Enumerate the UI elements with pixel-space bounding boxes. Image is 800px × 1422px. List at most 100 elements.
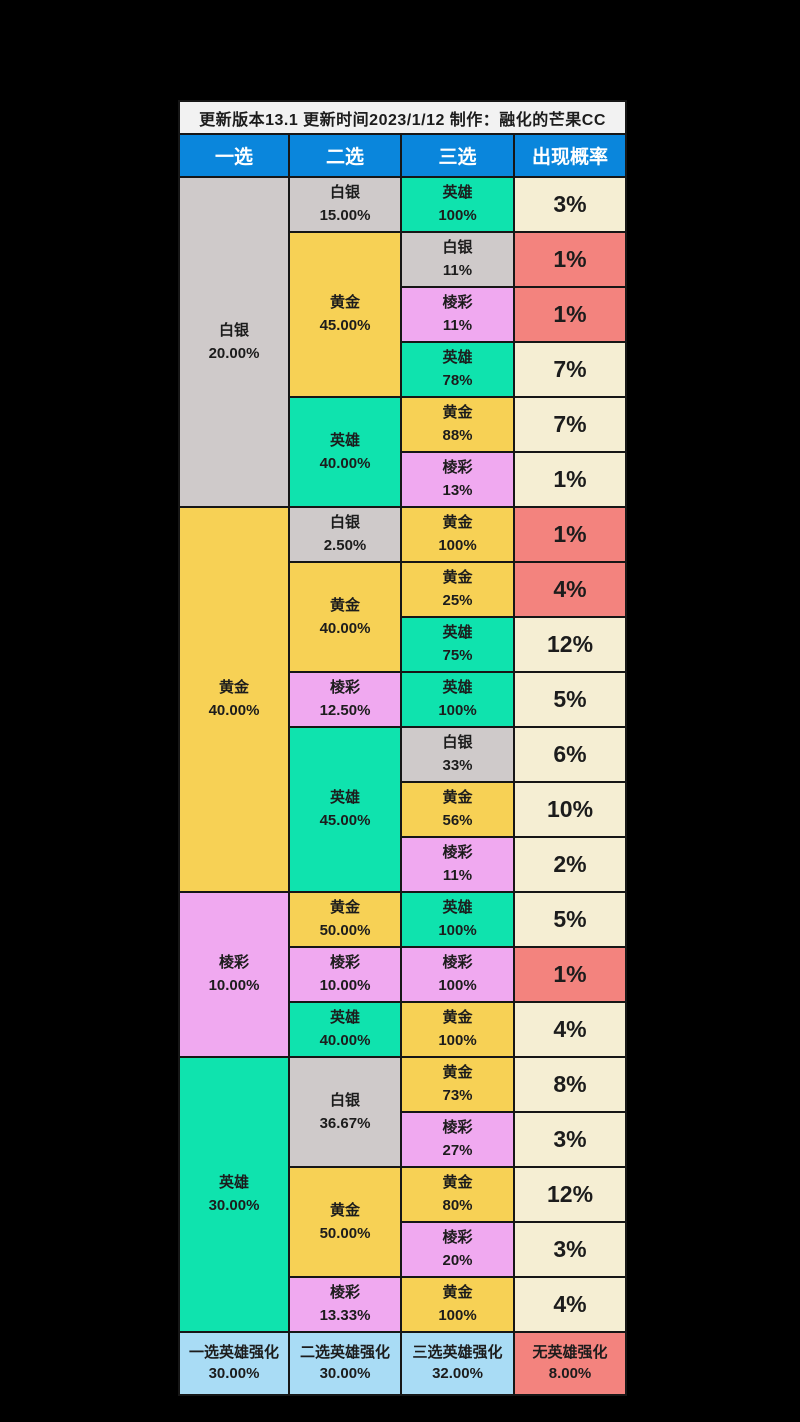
choice2-cell-percentage: 45.00% <box>319 812 371 829</box>
choice2-cell: 英雄 40.00% <box>288 396 402 508</box>
probability-cell: 3% <box>512 176 628 233</box>
footer-summary-percentage: 32.00% <box>432 1365 483 1382</box>
choice3-cell-percentage: 100% <box>438 537 477 554</box>
choice3-cell-label: 棱彩 <box>442 954 473 971</box>
table-row: 英雄 78% 7% <box>179 341 628 398</box>
choice3-cell-percentage: 75% <box>442 647 473 664</box>
choice3-cell-label: 白银 <box>442 734 473 751</box>
footer-summary-label: 三选英雄强化 <box>412 1344 503 1361</box>
choice1-cell-percentage: 20.00% <box>208 344 260 362</box>
footer-summary-label: 无英雄强化 <box>532 1344 608 1361</box>
probability-cell: 7% <box>512 396 628 453</box>
choice3-cell-label: 棱彩 <box>442 459 473 476</box>
choice3-cell: 英雄 75% <box>400 616 515 673</box>
probability-cell: 1% <box>512 451 628 508</box>
choice1-cell-label: 英雄 <box>218 1174 249 1191</box>
choice2-cell: 黄金 50.00% <box>288 891 402 948</box>
table-row: 英雄 30.00% 白银 36.67% 黄金 73% 8% <box>178 1056 628 1333</box>
choice3-cell-label: 棱彩 <box>442 1229 473 1246</box>
choice2-cell-label: 白银 <box>329 184 360 201</box>
choice2-cell-percentage: 45.00% <box>319 317 371 334</box>
choice3-cell: 黄金 73% <box>400 1056 515 1113</box>
choice2-cell: 英雄 45.00% <box>288 726 402 893</box>
table-title: 更新版本13.1 更新时间2023/1/12 制作：融化的芒果CC <box>177 100 628 135</box>
choice3-cell-percentage: 20% <box>442 1252 473 1269</box>
choice3-cell-label: 黄金 <box>442 1009 473 1026</box>
table-row: 棱彩 27% 3% <box>179 1111 628 1168</box>
column-header-choice3: 三选 <box>400 133 515 178</box>
choice1-cell: 黄金 40.00% <box>178 506 290 893</box>
choice3-cell-percentage: 25% <box>442 592 473 609</box>
table-row: 棱彩 11% 1% <box>179 286 628 343</box>
probability-cell: 7% <box>512 341 628 398</box>
footer-summary-cell-3: 三选英雄强化 32.00% <box>400 1331 515 1396</box>
choice3-cell-percentage: 88% <box>442 427 473 444</box>
choice2-cell-percentage: 15.00% <box>319 207 371 224</box>
choice3-cell: 英雄 78% <box>400 341 515 398</box>
choice3-cell-label: 黄金 <box>442 1064 473 1081</box>
table-row: 棱彩 10.00% 棱彩 100% 1% <box>179 946 628 1003</box>
probability-cell: 12% <box>512 1166 628 1223</box>
choice3-cell-percentage: 27% <box>442 1142 473 1159</box>
choice3-cell-label: 黄金 <box>442 514 473 531</box>
choice3-cell: 白银 11% <box>400 231 515 288</box>
choice1-cell-label: 白银 <box>218 321 249 339</box>
table-row: 黄金 50.00% 黄金 80% 12% <box>179 1166 628 1278</box>
choice3-cell: 黄金 100% <box>400 1001 515 1058</box>
choice2-cell-label: 棱彩 <box>329 679 360 696</box>
header-row: 一选 二选 三选 出现概率 <box>178 133 628 178</box>
choice2-cell-label: 黄金 <box>329 294 360 311</box>
choice3-cell-label: 棱彩 <box>442 844 473 861</box>
choice1-cell-percentage: 40.00% <box>208 702 260 719</box>
choice3-cell: 棱彩 11% <box>400 286 515 343</box>
table-row: 黄金 40.00% 白银 2.50% 黄金 100% 1% <box>178 506 628 893</box>
choice3-cell-label: 英雄 <box>442 899 473 916</box>
probability-cell: 4% <box>512 1276 628 1333</box>
probability-cell: 12% <box>512 616 628 673</box>
probability-cell: 2% <box>512 836 628 893</box>
footer-summary-percentage: 8.00% <box>548 1365 592 1382</box>
choice3-cell-label: 黄金 <box>442 789 473 806</box>
choice3-cell-label: 棱彩 <box>442 294 473 311</box>
choice3-cell-percentage: 100% <box>438 922 477 939</box>
table-row: 黄金 40.00% 黄金 25% 4% <box>179 561 628 673</box>
table-row: 英雄 75% 12% <box>179 616 628 673</box>
choice2-cell-label: 白银 <box>329 1091 360 1109</box>
choice3-cell-label: 黄金 <box>442 1284 473 1301</box>
choice3-cell-label: 黄金 <box>442 569 473 586</box>
choice2-cell-percentage: 50.00% <box>319 1224 371 1242</box>
choice3-cell: 黄金 80% <box>400 1166 515 1223</box>
choice1-cell: 英雄 30.00% <box>178 1056 290 1333</box>
choice2-cell-label: 黄金 <box>329 899 360 916</box>
choice3-cell-label: 英雄 <box>442 624 473 641</box>
column-header-probability: 出现概率 <box>512 133 628 178</box>
column-header-choice2: 二选 <box>288 133 402 178</box>
choice2-cell-percentage: 2.50% <box>323 537 367 554</box>
choice1-cell-label: 棱彩 <box>218 954 249 971</box>
table-row: 英雄 40.00% 黄金 88% 7% <box>179 396 628 508</box>
choice2-cell-percentage: 36.67% <box>319 1114 371 1132</box>
title-row: 更新版本13.1 更新时间2023/1/12 制作：融化的芒果CC <box>177 100 628 135</box>
choice3-cell-percentage: 13% <box>442 482 473 499</box>
choice1-cell: 白银 20.00% <box>178 176 290 508</box>
choice3-cell: 黄金 88% <box>400 396 515 453</box>
choice3-cell-label: 白银 <box>442 239 473 256</box>
choice3-cell: 黄金 56% <box>400 781 515 838</box>
choice3-cell-percentage: 100% <box>438 702 477 719</box>
choice2-cell-label: 英雄 <box>329 1009 360 1026</box>
probability-cell: 1% <box>512 506 628 563</box>
choice2-cell: 英雄 40.00% <box>288 1001 402 1058</box>
footer-summary-label: 二选英雄强化 <box>299 1344 390 1361</box>
choice3-cell: 英雄 100% <box>400 891 515 948</box>
choice3-cell-percentage: 100% <box>438 1307 477 1324</box>
column-header-choice1: 一选 <box>178 133 290 178</box>
choice3-cell-percentage: 56% <box>442 812 473 829</box>
table-row: 棱彩 10.00% 黄金 50.00% 英雄 100% 5% <box>178 891 628 1058</box>
probability-cell: 6% <box>512 726 628 783</box>
choice2-cell-label: 棱彩 <box>329 954 360 971</box>
choice2-cell-percentage: 40.00% <box>319 1032 371 1049</box>
probability-table: 更新版本13.1 更新时间2023/1/12 制作：融化的芒果CC 一选 二选 … <box>177 100 628 1396</box>
probability-cell: 1% <box>512 286 628 343</box>
choice3-cell-label: 棱彩 <box>442 1119 473 1136</box>
choice2-cell-label: 棱彩 <box>329 1284 360 1301</box>
